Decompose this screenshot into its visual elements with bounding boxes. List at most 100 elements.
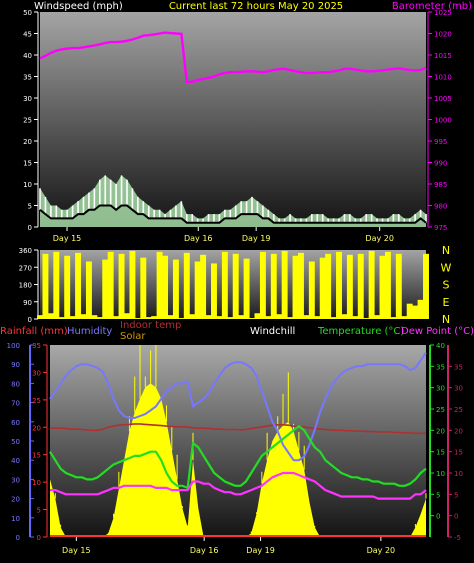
compass-label: S (443, 279, 450, 292)
wind-direction-bar (64, 255, 71, 319)
wind-direction-bar (346, 254, 353, 319)
wind-direction-bar (162, 255, 169, 319)
humidity-tick-label: 20 (11, 496, 20, 504)
direction-tick-label: 180 (19, 282, 32, 290)
legend-humidity: Humidity (67, 326, 112, 337)
wind-direction-bar (406, 303, 413, 319)
compass-label: N (442, 313, 450, 326)
compass-label: N (442, 244, 450, 257)
wind-direction-bar (254, 313, 261, 319)
wind-direction-bar (47, 313, 54, 319)
windspeed-tick-label: 0 (28, 224, 32, 232)
wind-direction-bar (194, 261, 201, 319)
dewpoint-tick-label: 30 (454, 385, 463, 393)
dewpoint-tick-label: 35 (454, 363, 463, 371)
legend-dew-point-c: Dew Point (°C) (401, 326, 474, 337)
day-label: Day 16 (190, 546, 219, 555)
legend-temperature-c: Temperature (°C) (317, 326, 404, 337)
wind-direction-bar (249, 318, 255, 319)
barometer-tick-label: 995 (434, 138, 447, 146)
dewpoint-tick-label: 15 (454, 449, 463, 457)
temperature-line (49, 425, 427, 489)
wind-direction-bar (270, 253, 277, 319)
rainfall-tick-label: 15 (32, 452, 41, 460)
compass-label: W (441, 261, 452, 274)
wind-direction-bar (395, 253, 402, 319)
barometer-axis-title: Barometer (mb) (392, 1, 472, 12)
legend-rainfall-mm: Rainfall (mm) (0, 326, 68, 337)
wind-direction-bar (287, 317, 294, 319)
wind-direction-bar (357, 253, 364, 319)
wind-direction-bar (423, 253, 429, 319)
wind-direction-bar (238, 315, 245, 319)
direction-left-ticks: 0 90 180 270 360 (19, 247, 38, 324)
dewpoint-tick-label: -5 (454, 534, 461, 542)
day-label: Day 15 (53, 234, 82, 243)
rainfall-tick-label: 10 (32, 479, 41, 487)
wind-direction-bar (42, 253, 49, 319)
dewpoint-tick-label: 10 (454, 470, 463, 478)
windspeed-tick-label: 15 (23, 160, 32, 168)
wind-direction-bar (53, 251, 60, 319)
windspeed-tick-label: 35 (23, 74, 32, 82)
barometer-tick-label: 1020 (434, 31, 452, 39)
wind-direction-bar (232, 253, 239, 319)
windspeed-tick-label: 40 (23, 52, 32, 60)
wind-direction-bar (200, 254, 207, 319)
dewpoint-line (50, 471, 427, 500)
temperature-tick-label: 20 (436, 427, 445, 435)
barometer-tick-label: 975 (434, 224, 447, 232)
wind-direction-bar (118, 253, 125, 319)
wind-direction-bar (151, 316, 158, 319)
wind-direction-bar (352, 316, 359, 319)
temperature-tick-label: 10 (436, 470, 445, 478)
humidity-tick-label: 100 (7, 342, 20, 350)
humidity-tick-label: 60 (11, 419, 20, 427)
wind-direction-bar (167, 315, 174, 319)
wind-direction-bar (140, 257, 147, 319)
dewpoint-tick-label: 25 (454, 406, 463, 414)
wind-direction-bar (330, 317, 337, 319)
chart-title: Current last 72 hours May 20 2025 (169, 1, 343, 12)
temperature-day-labels: Day 15 Day 16 Day 19 Day 20 (62, 537, 395, 555)
humidity-tick-label: 70 (11, 400, 20, 408)
temperature-series (49, 345, 427, 537)
barometer-tick-label: 990 (434, 160, 447, 168)
wind-direction-bar (172, 259, 179, 319)
rainfall-ticks: 0 5 10 15 20 25 30 35 (32, 342, 47, 542)
day-label: Day 19 (246, 546, 275, 555)
dewpoint-tick-label: 0 (454, 513, 458, 521)
wind-day-labels: Day 15 Day 16 Day 19 Day 20 (53, 227, 394, 243)
wind-direction-bar (363, 318, 370, 319)
windspeed-tick-label: 50 (23, 9, 32, 17)
wind-direction-bar (145, 317, 152, 319)
wind-direction-bar (227, 317, 234, 319)
wind-direction-bar (417, 299, 424, 319)
wind-direction-bar (85, 261, 92, 319)
direction-tick-label: 270 (19, 264, 32, 272)
wind-direction-bar (129, 250, 136, 319)
wind-direction-bar (216, 316, 223, 319)
indoor-temp-line (50, 423, 426, 435)
windspeed-line (39, 204, 427, 224)
windspeed-tick-label: 45 (23, 31, 32, 39)
windspeed-tick-label: 25 (23, 117, 32, 125)
solar-area (50, 383, 426, 537)
wind-direction-bar (189, 314, 196, 319)
wind-direction-bar (314, 316, 321, 319)
day-label: Day 16 (184, 234, 213, 243)
day-label: Day 15 (62, 546, 91, 555)
temperature-tick-label: 0 (436, 513, 440, 521)
wind-direction-bar (96, 317, 103, 319)
temperature-plot-area (50, 345, 426, 537)
wind-left-ticks: 0 5 10 15 20 25 30 35 40 45 50 (23, 9, 38, 232)
wind-direction-bar (276, 314, 283, 319)
humidity-tick-label: 40 (11, 457, 20, 465)
wind-direction-bar (156, 251, 163, 319)
wind-direction-bar (412, 305, 419, 319)
direction-tick-label: 90 (23, 299, 32, 307)
wind-direction-bar (107, 251, 114, 319)
rainfall-tick-label: 25 (32, 397, 41, 405)
